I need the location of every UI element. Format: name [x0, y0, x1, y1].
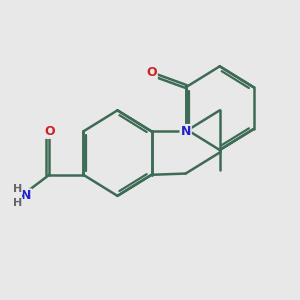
Text: O: O: [44, 125, 55, 138]
Text: O: O: [146, 66, 157, 79]
Text: N: N: [21, 189, 31, 203]
Text: N: N: [181, 125, 191, 138]
Text: H: H: [13, 184, 22, 194]
Text: H: H: [13, 198, 22, 208]
